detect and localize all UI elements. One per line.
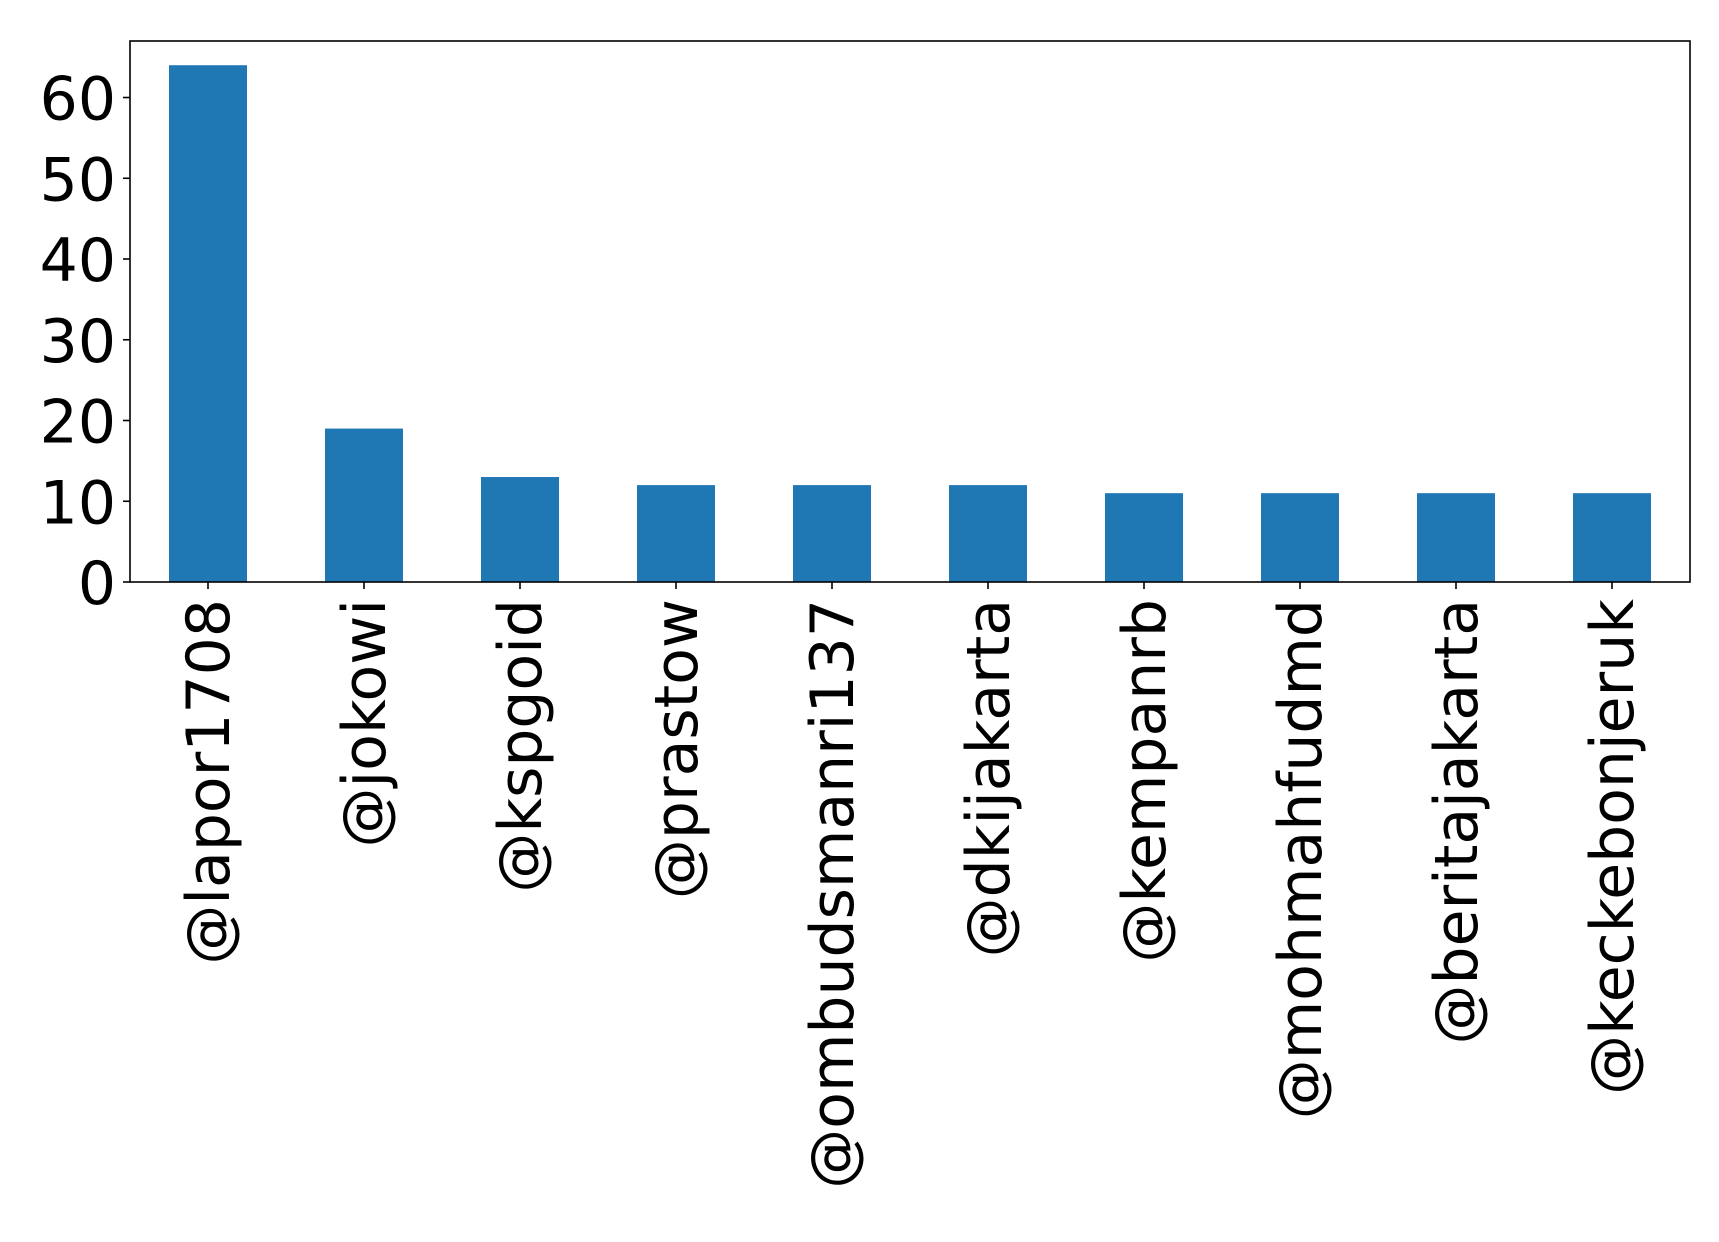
bar-kempanrb <box>1105 493 1183 582</box>
bar-beritajakarta <box>1417 493 1495 582</box>
x-tick-label: @keckebonjeruk <box>1578 599 1648 1095</box>
x-tick-label: @beritajakarta <box>1422 599 1492 1045</box>
bar-prastow <box>637 485 715 582</box>
x-tick-label: @ombudsmanri137 <box>798 599 868 1189</box>
y-tick-label: 40 <box>40 226 116 296</box>
bar-mohmahfudmd <box>1261 493 1339 582</box>
y-tick-label: 50 <box>40 145 116 215</box>
y-axis: 0 10 20 30 40 50 60 <box>40 65 130 619</box>
x-tick-label: @prastow <box>642 599 712 899</box>
bar-kspgoid <box>481 477 559 582</box>
bar-keckebonjeruk <box>1573 493 1651 582</box>
x-tick-label: @lapor1708 <box>174 599 244 965</box>
x-tick-label: @mohmahfudmd <box>1266 599 1336 1119</box>
x-axis: @lapor1708 @jokowi @kspgoid @prastow @ombuds… <box>174 582 1648 1189</box>
y-tick-label: 60 <box>40 65 116 135</box>
x-tick-label: @kempanrb <box>1110 599 1180 963</box>
bar-ombudsmanri137 <box>793 485 871 582</box>
x-tick-label: @jokowi <box>330 599 400 847</box>
y-tick-label: 10 <box>40 468 116 538</box>
bar-jokowi <box>325 428 403 582</box>
bars-group <box>169 65 1651 582</box>
y-tick-label: 0 <box>78 549 116 619</box>
x-tick-label: @kspgoid <box>486 599 556 893</box>
x-tick-label: @dkijakarta <box>954 599 1024 957</box>
plot-frame <box>129 40 1691 583</box>
bar-dkijakarta <box>949 485 1027 582</box>
y-tick-label: 30 <box>40 307 116 377</box>
bar-lapor1708 <box>169 65 247 582</box>
y-tick-label: 20 <box>40 388 116 458</box>
